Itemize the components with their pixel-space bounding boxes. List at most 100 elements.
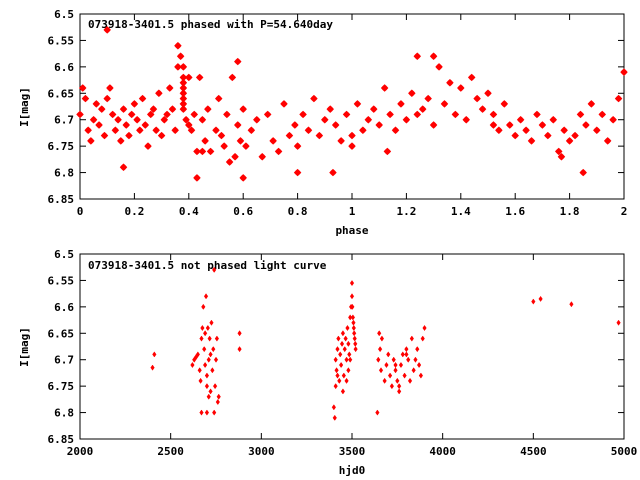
top-axis-ticks: 0 0.2 0.4 0.6 0.8 1 1.2 1.4 1.6 1.8 2 6.5 6.55 6.6 6.6… — [48, 8, 628, 218]
top-data-point — [424, 94, 432, 103]
top-data-point — [329, 168, 337, 177]
top-data-point — [171, 126, 179, 135]
bottom-data-point — [208, 351, 213, 358]
top-data-point — [263, 110, 272, 119]
top-data-point — [141, 121, 150, 129]
bottom-data-point — [348, 356, 353, 363]
top-data-point — [506, 121, 514, 129]
top-data-point — [157, 131, 166, 140]
top-data-point — [223, 110, 231, 119]
top-data-point — [100, 131, 109, 140]
bottom-data-point — [397, 388, 402, 395]
top-data-point — [467, 73, 476, 82]
bottom-data-point — [201, 303, 206, 310]
top-data-point — [380, 84, 389, 92]
bottom-data-point — [195, 351, 200, 358]
top-data-point — [478, 105, 487, 113]
top-data-point — [84, 126, 92, 135]
bottom-data-point — [335, 372, 340, 379]
top-data-point — [119, 163, 128, 172]
top-y-tick-label: 6.55 — [48, 34, 75, 47]
top-data-point — [117, 137, 125, 145]
bottom-data-point — [387, 372, 393, 379]
bottom-data-point — [382, 377, 387, 384]
top-data-point — [136, 126, 144, 135]
top-data-point — [179, 73, 188, 82]
bottom-data-point — [378, 367, 384, 374]
top-data-point — [193, 174, 201, 182]
top-data-point — [185, 73, 193, 82]
top-data-point — [364, 115, 373, 124]
top-data-point — [544, 131, 552, 140]
top-data-point — [78, 84, 87, 92]
bottom-data-point — [344, 356, 349, 363]
bottom-data-point — [420, 335, 425, 342]
bottom-data-point — [398, 361, 404, 369]
top-data-point — [179, 89, 188, 98]
top-data-point — [291, 121, 299, 129]
bottom-data-point — [345, 324, 350, 332]
top-data-point — [269, 137, 277, 145]
bottom-y-tick-label: 6.85 — [48, 433, 75, 446]
top-data-point — [155, 89, 163, 98]
bottom-x-tick-label: 2500 — [157, 445, 184, 458]
top-data-point — [127, 110, 136, 119]
top-data-point — [198, 147, 207, 156]
top-data-point — [310, 94, 318, 103]
top-data-point — [234, 57, 242, 66]
top-data-point — [489, 110, 498, 119]
top-data-point — [413, 52, 422, 61]
bottom-data-point — [203, 293, 209, 300]
bottom-axis-ticks: 2000 2500 3000 3500 4000 4500 5000 6.5 6.55 6.6 6.… — [48, 248, 638, 458]
bottom-data-point — [389, 383, 394, 390]
top-data-point — [593, 126, 601, 135]
top-data-point — [179, 105, 188, 113]
top-data-point — [185, 121, 193, 129]
bottom-data-point — [213, 356, 219, 363]
bottom-data-point — [379, 335, 385, 342]
top-data-point — [179, 78, 188, 87]
bottom-data-point — [216, 393, 221, 400]
top-x-axis-label: phase — [335, 224, 368, 237]
bottom-data-point — [212, 409, 217, 416]
top-data-point — [473, 94, 481, 103]
top-data-point — [293, 142, 302, 150]
top-data-point — [598, 110, 606, 119]
bottom-data-point — [386, 351, 391, 358]
top-data-point — [383, 147, 392, 156]
bottom-data-point — [211, 346, 216, 353]
top-data-point — [190, 110, 198, 119]
bottom-data-point — [351, 324, 356, 332]
top-y-tick-label: 6.7 — [54, 114, 74, 127]
top-data-point — [174, 41, 182, 50]
top-data-point — [182, 115, 190, 124]
bottom-data-point — [348, 314, 353, 321]
bottom-data-point — [198, 377, 203, 384]
top-data-point — [576, 110, 585, 119]
top-data-point — [391, 126, 400, 135]
top-data-point — [495, 126, 503, 135]
bottom-data-point — [404, 346, 409, 353]
top-data-point — [397, 100, 405, 108]
top-data-point — [440, 100, 449, 108]
bottom-data-point — [375, 409, 380, 416]
top-data-point — [98, 105, 106, 113]
top-data-point — [130, 100, 139, 108]
bottom-data-point — [152, 351, 157, 358]
top-data-point — [603, 137, 612, 145]
bottom-data-point — [404, 351, 409, 358]
bottom-data-point — [352, 330, 357, 337]
bottom-data-point — [339, 361, 344, 369]
top-data-point — [87, 137, 95, 145]
top-data-point — [179, 100, 188, 108]
top-data-point — [511, 131, 519, 140]
bottom-data-point — [333, 383, 338, 390]
bottom-data-point — [616, 319, 621, 326]
top-data-point — [304, 126, 313, 135]
bottom-data-point — [212, 383, 218, 390]
top-data-point — [174, 63, 182, 71]
bottom-data-point — [203, 330, 208, 337]
bottom-data-point — [335, 346, 340, 353]
bottom-data-point — [351, 319, 356, 326]
bottom-data-point — [353, 340, 358, 347]
